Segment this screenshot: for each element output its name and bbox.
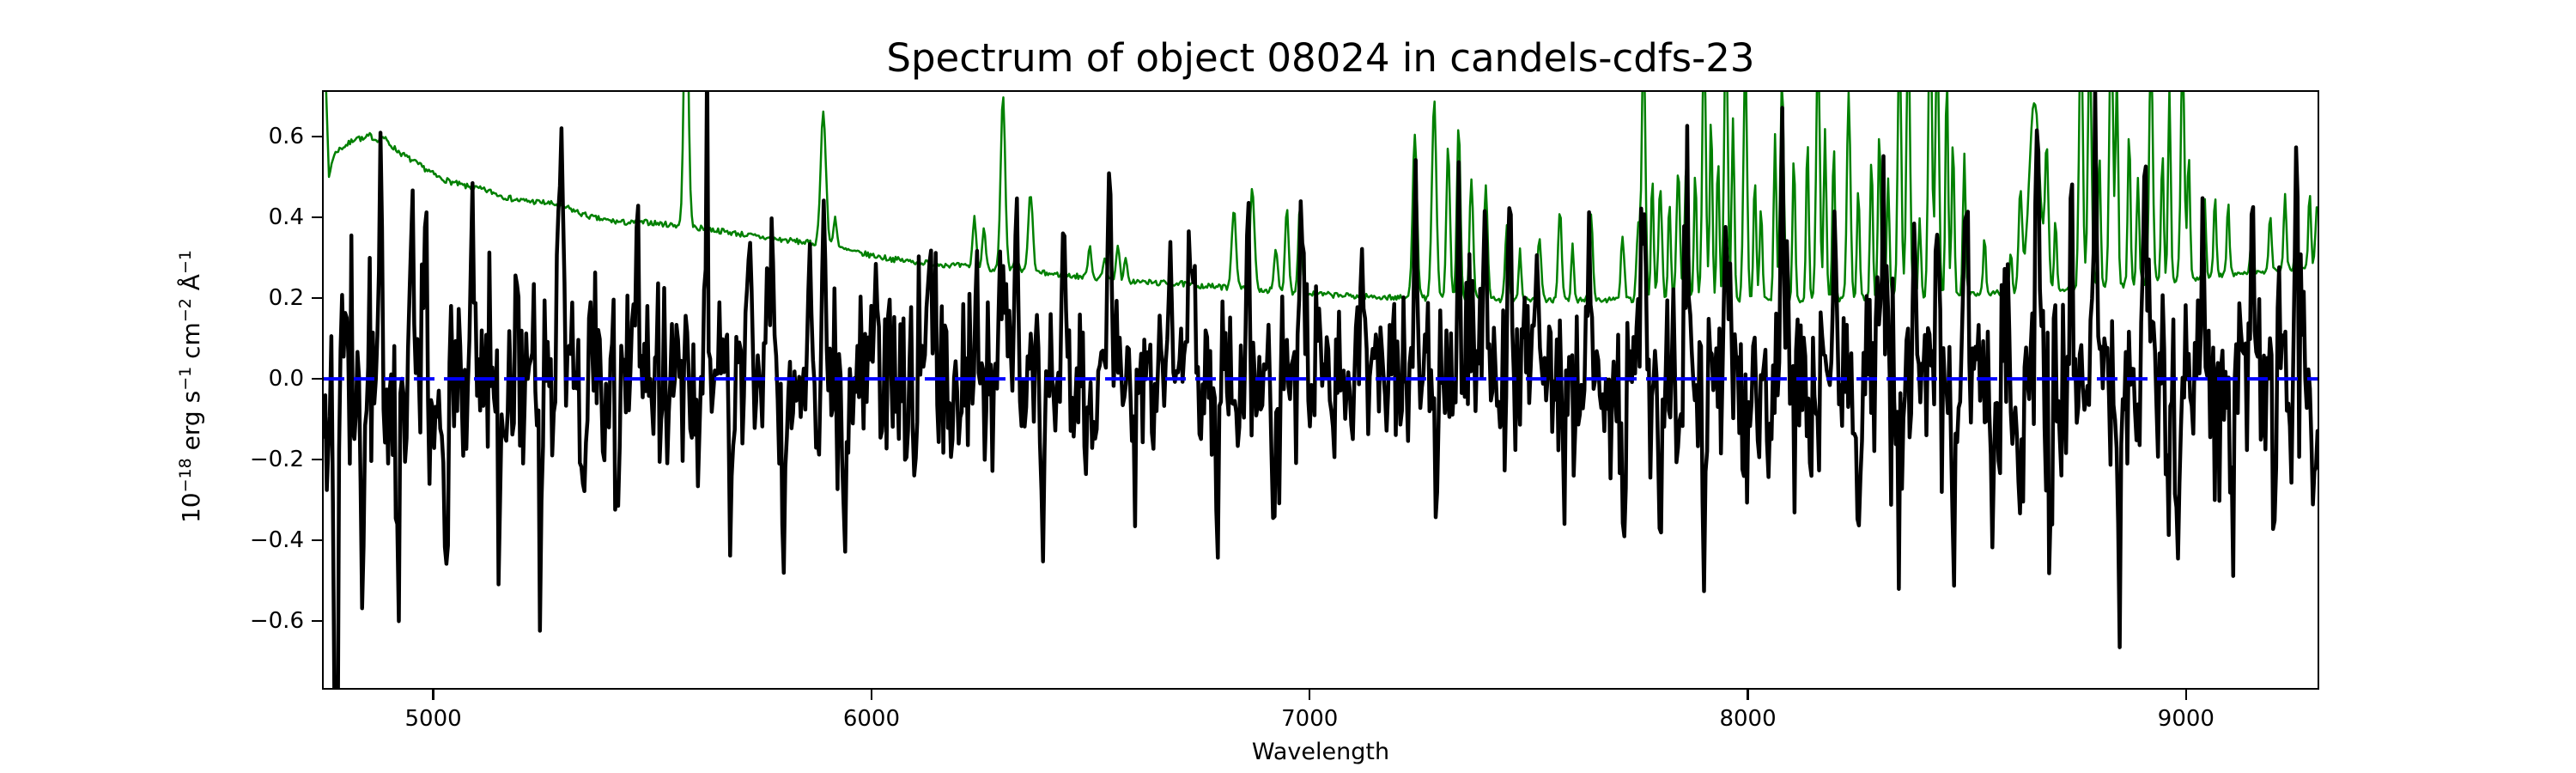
plot-frame: [322, 90, 2319, 690]
x-tick-mark: [1308, 688, 1311, 700]
y-axis-label-text: 10: [177, 492, 206, 524]
chart-title: Spectrum of object 08024 in candels-cdfs…: [886, 35, 1755, 81]
y-tick-label: 0.4: [268, 204, 304, 231]
noise-spectrum-line: [325, 92, 2318, 304]
x-axis-label: Wavelength: [1251, 739, 1390, 765]
y-tick-label: −0.6: [249, 608, 304, 634]
x-tick-mark: [870, 688, 873, 700]
x-tick-mark: [432, 688, 434, 700]
y-tick-mark: [312, 458, 324, 461]
y-tick-label: −0.2: [249, 447, 304, 473]
y-tick-label: −0.4: [249, 527, 304, 554]
x-tick-label: 8000: [1719, 706, 1777, 732]
plot-area: [324, 92, 2318, 688]
x-tick-label: 9000: [2157, 706, 2215, 732]
x-tick-mark: [1747, 688, 1749, 700]
y-tick-mark: [312, 135, 324, 138]
y-tick-label: 0.2: [268, 285, 304, 312]
flux-spectrum-line: [324, 92, 2318, 688]
y-tick-mark: [312, 619, 324, 623]
x-tick-label: 7000: [1281, 706, 1339, 732]
x-tick-label: 6000: [842, 706, 900, 732]
y-axis-label-superscript: −1: [175, 249, 195, 275]
y-tick-label: 0.6: [268, 124, 304, 150]
y-tick-mark: [312, 216, 324, 219]
y-tick-mark: [312, 377, 324, 380]
y-tick-mark: [312, 296, 324, 300]
y-tick-mark: [312, 539, 324, 542]
y-axis-label-text: cm: [177, 322, 206, 367]
x-tick-mark: [2184, 688, 2188, 700]
x-tick-label: 5000: [404, 706, 462, 732]
y-tick-label: 0.0: [268, 366, 304, 393]
